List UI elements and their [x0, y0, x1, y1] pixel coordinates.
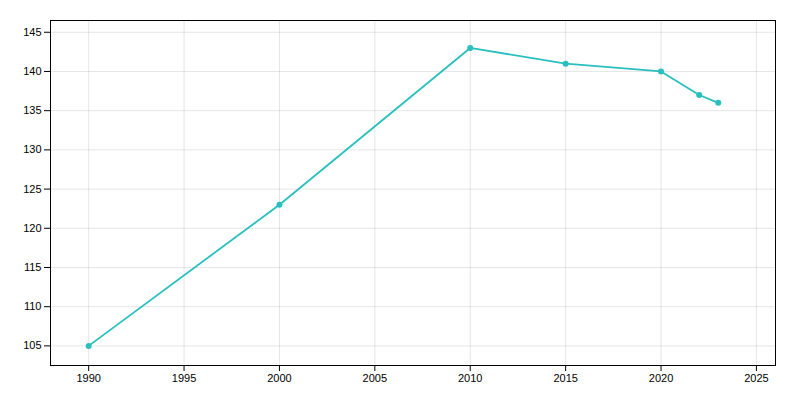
- svg-text:130: 130: [23, 143, 41, 155]
- svg-text:2015: 2015: [553, 372, 577, 384]
- svg-text:115: 115: [24, 261, 42, 273]
- svg-text:2020: 2020: [649, 372, 673, 384]
- svg-text:120: 120: [23, 222, 41, 234]
- svg-text:145: 145: [23, 26, 41, 38]
- svg-text:105: 105: [23, 339, 41, 351]
- svg-text:2005: 2005: [363, 372, 387, 384]
- svg-text:110: 110: [24, 300, 42, 312]
- svg-text:2010: 2010: [458, 372, 482, 384]
- svg-text:125: 125: [23, 183, 41, 195]
- svg-text:2025: 2025: [744, 372, 768, 384]
- svg-text:2000: 2000: [267, 372, 291, 384]
- svg-text:135: 135: [23, 104, 41, 116]
- svg-text:1995: 1995: [172, 372, 196, 384]
- svg-text:1990: 1990: [76, 372, 100, 384]
- svg-text:140: 140: [23, 65, 41, 77]
